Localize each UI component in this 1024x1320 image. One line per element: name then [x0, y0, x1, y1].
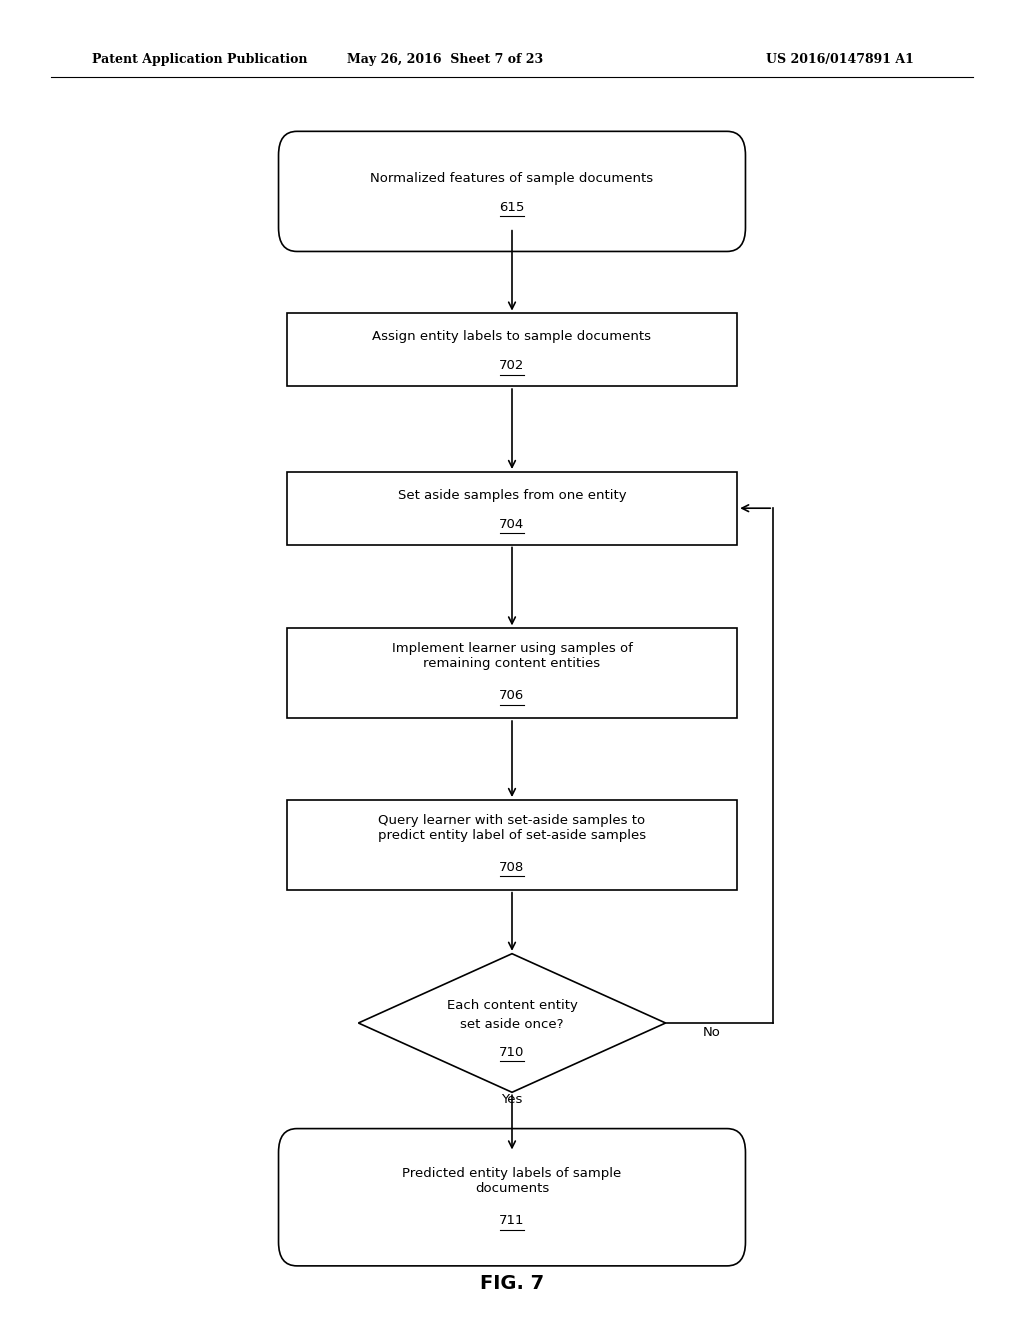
Text: Set aside samples from one entity: Set aside samples from one entity — [397, 488, 627, 502]
FancyBboxPatch shape — [279, 132, 745, 251]
Bar — [287, 314, 737, 385]
Text: 708: 708 — [500, 861, 524, 874]
Text: 711: 711 — [500, 1214, 524, 1228]
FancyBboxPatch shape — [279, 1129, 745, 1266]
Bar — [287, 628, 737, 718]
Text: 704: 704 — [500, 517, 524, 531]
Text: 710: 710 — [500, 1045, 524, 1059]
Text: Each content entity: Each content entity — [446, 999, 578, 1012]
Text: May 26, 2016  Sheet 7 of 23: May 26, 2016 Sheet 7 of 23 — [347, 53, 544, 66]
Text: Implement learner using samples of
remaining content entities: Implement learner using samples of remai… — [391, 642, 633, 671]
Text: US 2016/0147891 A1: US 2016/0147891 A1 — [766, 53, 913, 66]
Text: Assign entity labels to sample documents: Assign entity labels to sample documents — [373, 330, 651, 343]
Text: No: No — [702, 1026, 721, 1039]
Text: Patent Application Publication: Patent Application Publication — [92, 53, 307, 66]
Text: Yes: Yes — [502, 1093, 522, 1106]
Text: FIG. 7: FIG. 7 — [480, 1274, 544, 1292]
Text: set aside once?: set aside once? — [460, 1018, 564, 1031]
Text: Normalized features of sample documents: Normalized features of sample documents — [371, 172, 653, 185]
Text: Predicted entity labels of sample
documents: Predicted entity labels of sample docume… — [402, 1167, 622, 1196]
Text: 615: 615 — [500, 201, 524, 214]
Text: 706: 706 — [500, 689, 524, 702]
Text: 702: 702 — [500, 359, 524, 372]
Bar — [287, 471, 737, 544]
Text: Query learner with set-aside samples to
predict entity label of set-aside sample: Query learner with set-aside samples to … — [378, 813, 646, 842]
Polygon shape — [358, 953, 666, 1093]
Bar — [287, 800, 737, 890]
